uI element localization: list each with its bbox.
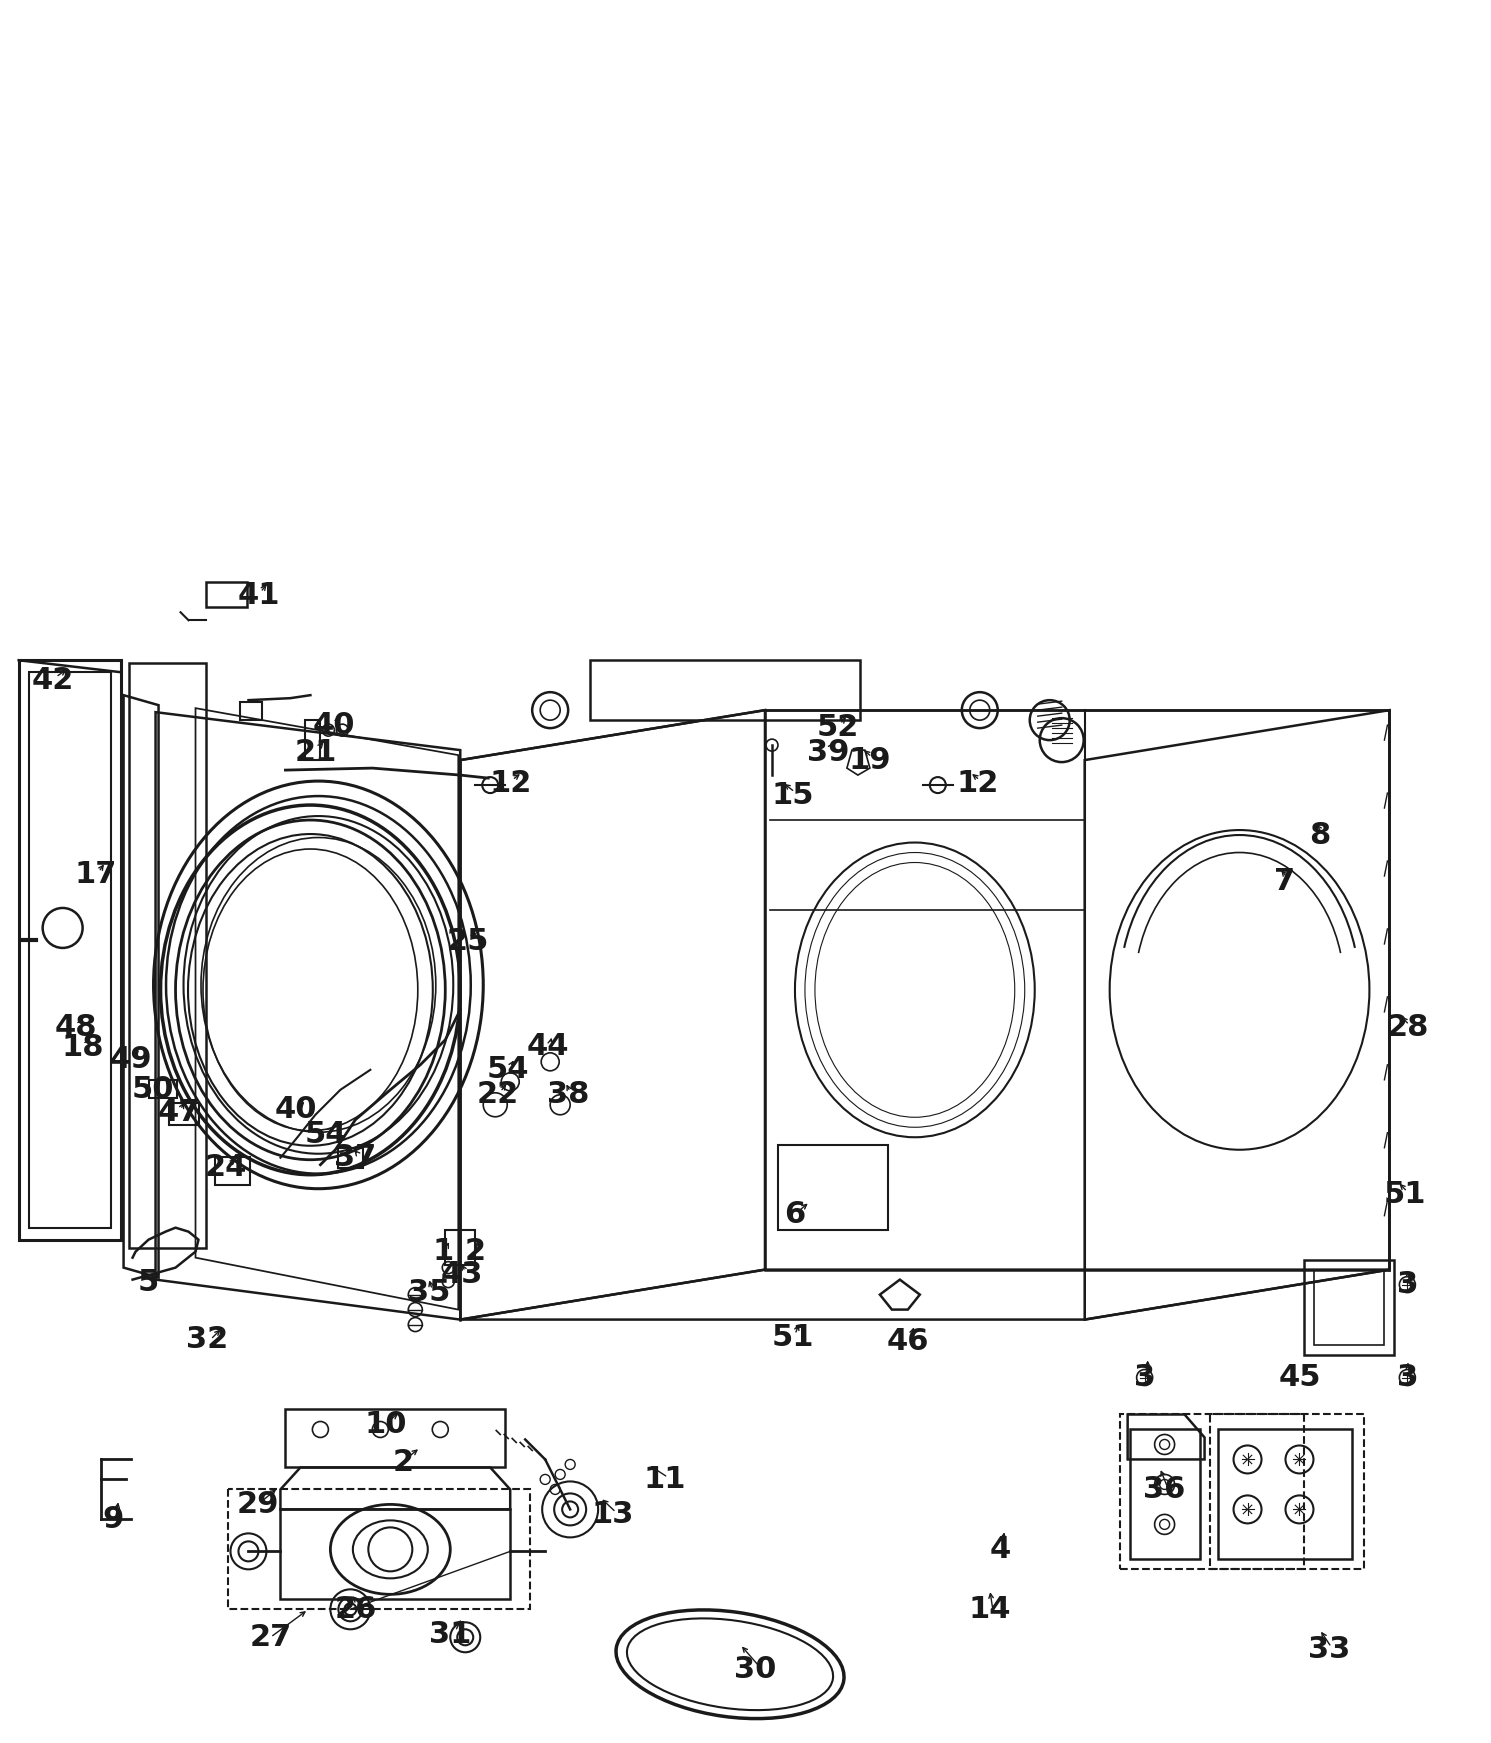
Bar xyxy=(1218,1429,1352,1560)
Text: 3: 3 xyxy=(1397,1271,1418,1299)
Text: 47: 47 xyxy=(158,1098,200,1128)
Text: 40: 40 xyxy=(274,1095,316,1124)
Text: 9: 9 xyxy=(101,1504,124,1534)
Text: 6: 6 xyxy=(784,1201,805,1229)
Text: 14: 14 xyxy=(969,1595,1011,1624)
Text: 29: 29 xyxy=(236,1490,279,1518)
Text: 4: 4 xyxy=(989,1536,1011,1563)
Text: 3: 3 xyxy=(1135,1363,1156,1393)
Text: 12: 12 xyxy=(489,769,531,798)
Text: 19: 19 xyxy=(848,746,892,774)
Text: 12: 12 xyxy=(957,769,999,798)
Bar xyxy=(285,1410,505,1468)
Bar xyxy=(778,1145,887,1229)
Text: 38: 38 xyxy=(547,1081,589,1109)
Bar xyxy=(168,1103,198,1124)
Text: 51: 51 xyxy=(1384,1180,1425,1210)
Text: 10: 10 xyxy=(364,1410,407,1440)
Text: 11: 11 xyxy=(644,1464,686,1494)
Text: 28: 28 xyxy=(1387,1013,1428,1042)
Text: 30: 30 xyxy=(734,1654,777,1684)
Text: 36: 36 xyxy=(1144,1475,1185,1504)
Text: 33: 33 xyxy=(1308,1635,1351,1665)
Bar xyxy=(1120,1415,1305,1569)
Text: 1: 1 xyxy=(432,1238,453,1265)
Text: 32: 32 xyxy=(186,1325,228,1354)
Text: 21: 21 xyxy=(294,737,337,767)
Bar xyxy=(216,1157,250,1185)
Text: 2: 2 xyxy=(465,1238,486,1265)
Text: 8: 8 xyxy=(1309,821,1330,849)
Text: 22: 22 xyxy=(477,1081,519,1109)
Bar xyxy=(1315,1269,1385,1344)
Text: 41: 41 xyxy=(237,580,280,610)
Text: 7: 7 xyxy=(1273,868,1296,896)
Text: 37: 37 xyxy=(334,1143,377,1173)
Text: 17: 17 xyxy=(75,861,116,889)
Text: 18: 18 xyxy=(61,1034,104,1061)
Text: 50: 50 xyxy=(131,1075,174,1105)
Text: 5: 5 xyxy=(139,1269,160,1297)
Bar xyxy=(306,720,321,760)
Bar xyxy=(149,1081,176,1098)
Text: 15: 15 xyxy=(772,781,814,809)
Text: 40: 40 xyxy=(312,711,355,739)
Text: 44: 44 xyxy=(526,1032,570,1061)
Text: 2: 2 xyxy=(392,1448,414,1476)
Bar xyxy=(240,702,262,720)
Text: 35: 35 xyxy=(409,1278,450,1307)
Text: 13: 13 xyxy=(592,1501,634,1529)
Text: 49: 49 xyxy=(109,1046,152,1074)
Text: 54: 54 xyxy=(304,1121,346,1149)
Bar xyxy=(1130,1429,1200,1560)
Text: 31: 31 xyxy=(429,1619,471,1649)
Text: 51: 51 xyxy=(772,1323,814,1353)
Bar xyxy=(1209,1415,1364,1569)
Text: 45: 45 xyxy=(1278,1363,1321,1393)
Text: 43: 43 xyxy=(441,1260,483,1290)
Text: 24: 24 xyxy=(204,1154,246,1182)
Bar xyxy=(446,1229,476,1265)
Bar xyxy=(338,1147,364,1168)
Text: 52: 52 xyxy=(817,713,859,741)
Text: 48: 48 xyxy=(54,1013,97,1042)
Text: 27: 27 xyxy=(249,1623,292,1652)
Text: 42: 42 xyxy=(31,666,75,695)
Text: 39: 39 xyxy=(807,737,850,767)
Text: 26: 26 xyxy=(334,1595,377,1624)
Text: 46: 46 xyxy=(887,1326,929,1356)
Bar xyxy=(206,582,248,607)
Bar xyxy=(1305,1260,1394,1354)
Text: 25: 25 xyxy=(447,927,489,957)
Text: 3: 3 xyxy=(1397,1363,1418,1393)
Bar xyxy=(590,661,860,720)
Text: 54: 54 xyxy=(488,1055,529,1084)
